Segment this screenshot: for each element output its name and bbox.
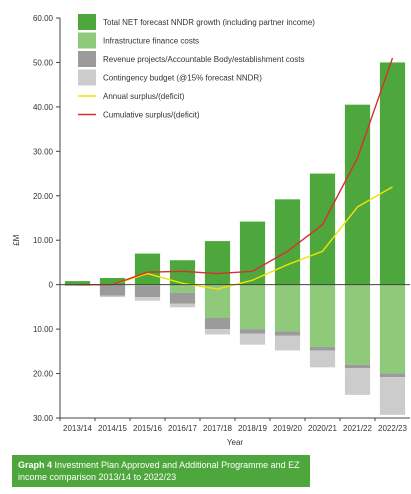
legend-label: Infrastructure finance costs: [103, 37, 199, 46]
bar-negative: [344, 284, 371, 365]
bar-negative: [204, 284, 231, 318]
y-tick-label: 60.00: [33, 14, 54, 23]
bar-negative: [309, 350, 336, 368]
y-tick-label: 10.00: [33, 236, 54, 245]
bar-negative: [134, 297, 161, 301]
legend-label: Total NET forecast NNDR growth (includin…: [103, 18, 315, 27]
bars-layer: [64, 62, 406, 415]
y-tick-label: 50.00: [33, 58, 54, 67]
bar-negative: [274, 335, 301, 351]
bar-negative: [274, 284, 301, 332]
bar-positive: [309, 173, 336, 285]
y-tick-label: 20.00: [33, 192, 54, 201]
y-axis-label: £M: [12, 234, 21, 245]
bar-negative: [379, 373, 406, 378]
bar-negative: [309, 284, 336, 347]
figure-caption: Graph 4 Investment Plan Approved and Add…: [12, 455, 310, 487]
legend: Total NET forecast NNDR growth (includin…: [78, 14, 315, 120]
bar-positive: [274, 199, 301, 285]
bar-negative: [204, 329, 231, 335]
bar-negative: [204, 318, 231, 330]
bar-negative: [274, 331, 301, 336]
bar-negative: [99, 284, 126, 296]
x-tick-label: 2017/18: [203, 424, 232, 433]
x-axis-label: Year: [227, 438, 244, 447]
bar-negative: [239, 329, 266, 334]
bar-positive: [239, 221, 266, 285]
caption-label: Graph 4: [18, 460, 53, 470]
x-tick-label: 2015/16: [133, 424, 162, 433]
y-tick-label: 30.00: [33, 414, 54, 423]
x-tick-label: 2021/22: [343, 424, 372, 433]
bar-positive: [99, 278, 126, 285]
y-tick-label: 10.00: [33, 325, 54, 334]
bar-negative: [134, 286, 161, 298]
bar-positive: [379, 62, 406, 285]
bar-negative: [239, 284, 266, 330]
caption-text: Investment Plan Approved and Additional …: [18, 460, 300, 482]
legend-swatch: [78, 32, 96, 49]
x-tick-label: 2022/23: [378, 424, 407, 433]
legend-swatch: [78, 14, 96, 30]
line-cumulative: [77, 57, 394, 286]
x-tick-label: 2020/21: [308, 424, 337, 433]
bar-negative: [99, 295, 126, 298]
y-tick-label: 30.00: [33, 147, 54, 156]
bar-negative: [169, 292, 196, 304]
x-tick-label: 2018/19: [238, 424, 267, 433]
bar-negative: [239, 333, 266, 345]
chart: 60.00 50.00 40.00 30.00 20.00 10.00 0 10.00 20.0…: [12, 14, 410, 447]
y-tick-label: 40.00: [33, 103, 54, 112]
legend-label: Cumulative surplus/(deficit): [103, 111, 200, 120]
bar-negative: [344, 364, 371, 369]
bar-positive: [64, 281, 91, 285]
x-tick-label: 2019/20: [273, 424, 302, 433]
bar-positive: [204, 241, 231, 285]
x-tick-label: 2014/15: [98, 424, 127, 433]
y-tick-label: 20.00: [33, 370, 54, 379]
bar-negative: [309, 346, 336, 351]
legend-label: Annual surplus/(deficit): [103, 92, 185, 101]
bar-positive: [134, 253, 161, 285]
bar-negative: [379, 377, 406, 415]
legend-label: Revenue projects/Accountable Body/establ…: [103, 55, 304, 64]
axes: 60.00 50.00 40.00 30.00 20.00 10.00 0 10.00 20.0…: [12, 14, 410, 447]
bar-negative: [379, 284, 406, 374]
x-tick-label: 2016/17: [168, 424, 197, 433]
bar-negative: [344, 368, 371, 395]
legend-label: Contingency budget (@15% forecast NNDR): [103, 74, 262, 83]
bar-negative: [134, 284, 161, 286]
legend-swatch: [78, 51, 96, 67]
bar-negative: [169, 303, 196, 308]
y-tick-label: 0: [49, 281, 54, 290]
legend-swatch: [78, 69, 96, 86]
x-tick-label: 2013/14: [63, 424, 92, 433]
bar-negative: [169, 284, 196, 293]
